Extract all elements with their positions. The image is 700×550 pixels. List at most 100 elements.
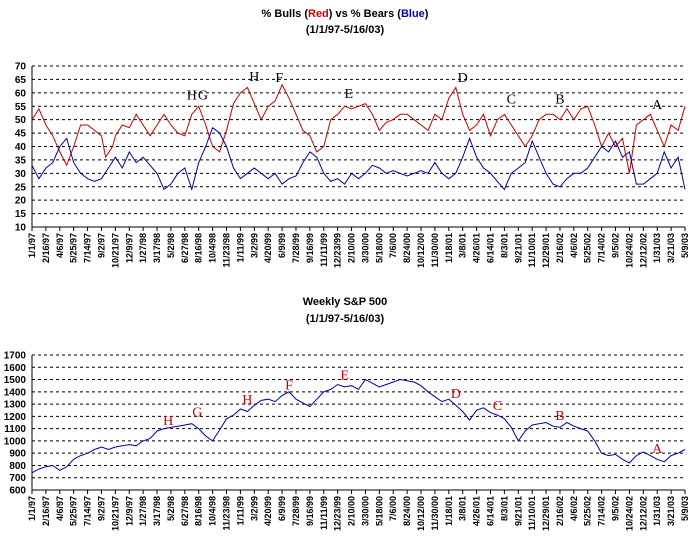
title-prefix: % Bulls ( [262, 8, 309, 20]
series-line-bulls [31, 83, 686, 174]
x-tick-label: 7/6/00 [388, 233, 398, 258]
x-tick-label: 3/17/98 [152, 496, 162, 526]
x-tick-label: 7/14/02 [597, 233, 607, 263]
x-tick-label: 3/17/98 [152, 233, 162, 263]
x-tick-label: 4/26/01 [472, 233, 482, 263]
y-tick-label: 45 [15, 129, 27, 140]
x-tick-label: 12/29/01 [541, 496, 551, 531]
x-tick-label: 1/11/99 [235, 496, 245, 526]
x-tick-label: 12/12/02 [638, 233, 648, 268]
y-tick-label: 700 [9, 473, 26, 484]
x-tick-label: 10/24/02 [624, 496, 634, 531]
x-tick-label: 6/27/98 [180, 496, 190, 526]
series-line-bears [31, 126, 686, 192]
y-tick-label: 600 [9, 486, 26, 497]
x-tick-label: 4/6/97 [55, 233, 65, 258]
x-tick-label: 6/27/98 [180, 233, 190, 263]
x-tick-label: 4/26/01 [472, 496, 482, 526]
y-tick-label: 55 [15, 102, 27, 113]
x-tick-label: 4/6/02 [569, 233, 579, 258]
x-tick-label: 5/18/00 [374, 496, 384, 526]
x-tick-label: 11/10/01 [527, 496, 537, 531]
annotation-label: C [507, 93, 516, 108]
x-tick-label: 2/10/00 [347, 233, 357, 263]
x-tick-label: 1/18/01 [444, 233, 454, 263]
x-tick-label: 3/21/03 [666, 496, 676, 526]
x-tick-label: 6/9/99 [277, 496, 287, 521]
x-tick-label: 8/24/00 [402, 496, 412, 526]
sentiment-chart: 10 15 20 25 30 35 40 45 50 55 60 65 70 1/1/97 2/16/97 4… [15, 62, 690, 269]
annotation-label: A [652, 98, 663, 113]
x-tick-label: 1/27/98 [138, 496, 148, 526]
x-tick-label: 2/16/97 [41, 496, 51, 526]
y-tick-label: 20 [15, 196, 27, 207]
y-tick-label: 1500 [4, 375, 27, 386]
y-tick-label: 1100 [4, 424, 26, 435]
x-tick-label: 12/23/99 [333, 496, 343, 531]
x-tick-label: 5/9/03 [680, 233, 690, 258]
y-tick-label: 1600 [4, 363, 27, 374]
x-tick-label: 9/21/01 [513, 233, 523, 263]
x-tick-label: 3/21/03 [666, 233, 676, 263]
x-tick-label: 8/16/98 [194, 233, 204, 263]
y-tick-label: 800 [9, 461, 26, 472]
x-tick-label: 9/21/01 [513, 496, 523, 526]
y-tick-label: 900 [9, 449, 26, 460]
x-tick-label: 5/25/02 [583, 233, 593, 263]
annotation-label: G [192, 405, 202, 420]
x-tick-label: 2/16/97 [41, 233, 51, 263]
x-tick-label: 9/16/99 [305, 233, 315, 263]
x-tick-label: 5/2/98 [166, 233, 176, 258]
x-tick-label: 11/23/98 [222, 496, 232, 531]
series-line-s-p-500 [31, 378, 686, 474]
x-tick-label: 1/1/97 [27, 233, 37, 258]
x-tick-label: 10/12/00 [416, 496, 426, 531]
x-tick-label: 5/25/97 [69, 233, 79, 263]
sp500-chart-subtitle: (1/1/97-5/16/03) [306, 313, 385, 325]
x-tick-label: 3/8/01 [458, 496, 468, 521]
x-tick-label: 8/3/01 [499, 496, 509, 521]
y-tick-label: 30 [15, 169, 27, 180]
annotation-label: G [198, 89, 208, 104]
x-tick-label: 10/12/00 [416, 233, 426, 268]
x-tick-label: 7/14/02 [597, 496, 607, 526]
x-tick-label: 8/16/98 [194, 496, 204, 526]
sp500-chart-title: Weekly S&P 500 [303, 296, 388, 308]
x-tick-label: 6/14/01 [485, 233, 495, 263]
y-tick-label: 70 [15, 62, 27, 73]
sentiment-chart-subtitle: (1/1/97-5/16/03) [306, 24, 385, 36]
x-tick-label: 5/2/98 [166, 496, 176, 521]
x-tick-label: 1/18/01 [444, 496, 454, 526]
annotation-label: B [555, 93, 564, 108]
x-tick-label: 9/2/97 [96, 496, 106, 521]
x-tick-label: 6/9/99 [277, 233, 287, 258]
annotation-label: H [187, 89, 197, 104]
x-tick-label: 4/20/99 [263, 233, 273, 263]
x-tick-label: 12/12/02 [638, 496, 648, 531]
title-blue-word: Blue [401, 8, 425, 20]
x-tick-label: 12/9/97 [124, 496, 134, 526]
x-tick-label: 3/30/00 [360, 496, 370, 526]
y-tick-label: 35 [15, 155, 27, 166]
sentiment-chart-title: % Bulls (Red) vs % Bears (Blue) [262, 8, 429, 20]
title-suffix: ) [425, 8, 429, 20]
annotation-label: A [652, 442, 663, 457]
x-tick-label: 5/25/02 [583, 496, 593, 526]
x-tick-label: 2/10/00 [347, 496, 357, 526]
x-tick-label: 7/14/97 [83, 233, 93, 263]
x-tick-label: 5/18/00 [374, 233, 384, 263]
y-tick-label: 1200 [4, 412, 27, 423]
y-tick-label: 65 [15, 75, 27, 86]
x-tick-label: 3/2/99 [249, 496, 259, 521]
x-tick-label: 4/6/97 [55, 496, 65, 521]
x-tick-label: 1/27/98 [138, 233, 148, 263]
x-tick-label: 11/30/00 [430, 233, 440, 268]
y-tick-label: 50 [15, 115, 27, 126]
x-tick-label: 5/25/97 [69, 496, 79, 526]
annotation-label: F [285, 378, 293, 393]
x-tick-label: 9/5/02 [611, 496, 621, 521]
y-tick-label: 10 [15, 223, 27, 234]
annotation-label: D [451, 387, 461, 402]
y-tick-label: 1700 [4, 351, 27, 362]
